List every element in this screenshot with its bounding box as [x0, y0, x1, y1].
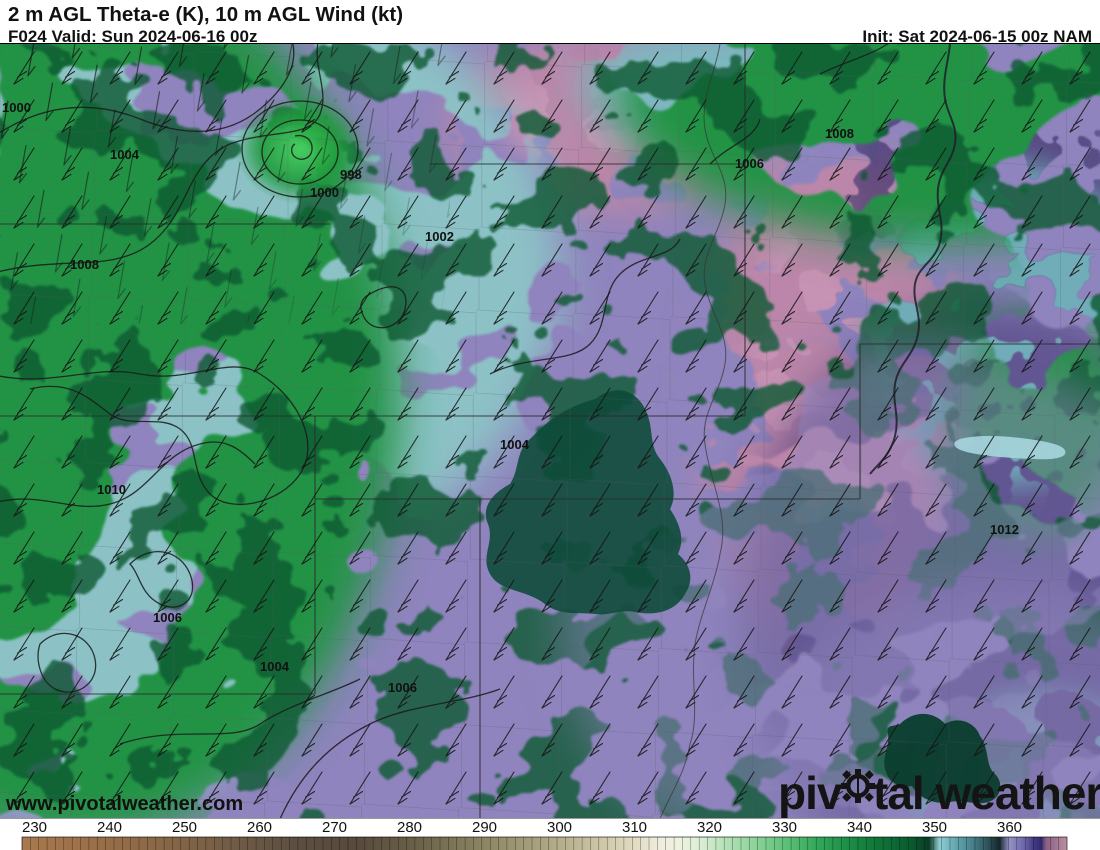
svg-text:340: 340 [847, 819, 872, 836]
svg-text:230: 230 [22, 819, 47, 836]
svg-text:330: 330 [772, 819, 797, 836]
svg-text:piv: piv [778, 767, 843, 819]
svg-text:240: 240 [97, 819, 122, 836]
svg-text:260: 260 [247, 819, 272, 836]
svg-text:320: 320 [697, 819, 722, 836]
svg-text:tal weather: tal weather [873, 767, 1100, 819]
svg-text:300: 300 [547, 819, 572, 836]
svg-text:270: 270 [322, 819, 347, 836]
svg-text:280: 280 [397, 819, 422, 836]
svg-text:250: 250 [172, 819, 197, 836]
svg-text:310: 310 [622, 819, 647, 836]
svg-text:360: 360 [997, 819, 1022, 836]
svg-text:290: 290 [472, 819, 497, 836]
svg-text:350: 350 [922, 819, 947, 836]
